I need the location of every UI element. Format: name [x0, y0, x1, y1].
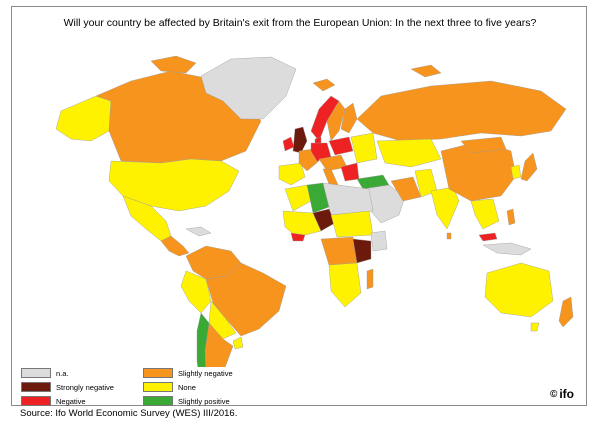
legend-swatch-slightly-negative: [143, 368, 173, 378]
map-legend: n.a. Strongly negative Negative Slightly…: [21, 367, 361, 407]
legend-item-negative: Negative: [21, 395, 86, 407]
region-tasmania: [530, 322, 540, 332]
region-mongolia: [460, 136, 507, 154]
region-alaska: [55, 95, 112, 142]
legend-swatch-none: [143, 382, 173, 392]
region-libya-egypt: [322, 182, 374, 216]
region-chad-sudan: [330, 210, 374, 238]
region-ukraine-belarus: [350, 132, 378, 164]
region-new-zealand: [558, 296, 574, 328]
legend-swatch-slightly-positive: [143, 396, 173, 406]
region-caribbean: [185, 226, 212, 237]
region-east-africa: [352, 238, 372, 264]
legend-label-negative: Negative: [56, 396, 86, 406]
region-finland: [340, 102, 358, 134]
region-canada-arctic: [150, 55, 197, 74]
region-ethiopia: [370, 230, 388, 252]
region-malaysia: [478, 232, 498, 242]
region-uk: [292, 126, 308, 154]
region-usa: [108, 158, 240, 212]
region-russia: [356, 80, 567, 142]
region-southeast-asia: [470, 198, 500, 230]
region-sri-lanka: [446, 232, 452, 240]
region-ireland: [282, 136, 295, 152]
region-west-africa: [282, 210, 322, 238]
region-philippines: [506, 208, 516, 226]
region-chile: [196, 312, 210, 367]
region-korea: [510, 164, 522, 180]
source-note: Source: Ifo World Economic Survey (WES) …: [20, 408, 238, 419]
map-title: Will your country be affected by Britain…: [63, 17, 537, 29]
legend-label-none: None: [178, 382, 196, 392]
ifo-logo: © ifo: [550, 387, 574, 401]
legend-label-na: n.a.: [56, 368, 69, 378]
legend-label-slightly-negative: Slightly negative: [178, 368, 233, 378]
legend-item-slightly-negative: Slightly negative: [143, 367, 233, 379]
region-poland-baltics: [328, 136, 354, 156]
region-madagascar: [366, 268, 374, 290]
ifo-logo-text: ifo: [559, 387, 574, 401]
legend-item-none: None: [143, 381, 196, 393]
region-kazakhstan: [376, 138, 442, 168]
copyright-symbol: ©: [549, 388, 558, 400]
region-iberia: [278, 162, 306, 186]
legend-item-strongly-negative: Strongly negative: [21, 381, 114, 393]
region-japan: [520, 152, 538, 182]
region-australia: [484, 262, 554, 318]
region-bolivia-paraguay: [208, 300, 237, 340]
region-india: [430, 186, 460, 230]
legend-item-na: n.a.: [21, 367, 69, 379]
legend-swatch-strongly-negative: [21, 382, 51, 392]
legend-label-slightly-positive: Slightly positive: [178, 396, 230, 406]
region-iceland: [312, 78, 336, 92]
region-indonesia: [482, 242, 532, 256]
legend-swatch-na: [21, 368, 51, 378]
figure-frame: Will your country be affected by Britain…: [11, 6, 587, 406]
legend-label-strongly-negative: Strongly negative: [56, 382, 114, 392]
region-russia-islands: [410, 64, 442, 78]
region-sweden: [326, 100, 346, 142]
legend-swatch-negative: [21, 396, 51, 406]
region-north-africa-west: [284, 184, 312, 212]
legend-item-slightly-positive: Slightly positive: [143, 395, 230, 407]
region-greenland: [200, 56, 297, 120]
world-map: [55, 55, 574, 367]
region-central-africa: [320, 236, 358, 266]
region-west-africa-coast: [290, 232, 306, 242]
region-central-america: [160, 235, 190, 257]
region-uruguay: [232, 336, 244, 350]
region-southern-africa: [328, 262, 362, 308]
